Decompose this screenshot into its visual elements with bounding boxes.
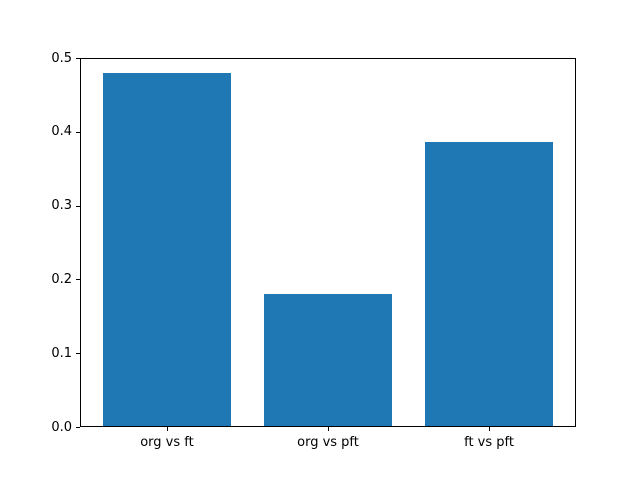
y-tick-label: 0.3 [51,198,72,214]
y-tick-mark [76,279,80,281]
y-tick-label: 0.5 [51,50,72,66]
plot-area [80,58,576,427]
x-tick-mark [489,427,491,431]
y-tick-mark [76,353,80,355]
x-tick-label: org vs pft [297,435,359,450]
bar-org-vs-pft [263,293,393,426]
y-tick-label: 0.1 [51,345,72,361]
x-tick-label: org vs ft [140,435,194,450]
bar-org-vs-ft [102,73,232,426]
bar-ft-vs-pft [424,141,554,426]
y-tick-label: 0.0 [51,419,72,435]
x-tick-label: ft vs pft [464,435,514,450]
y-tick-label: 0.4 [51,124,72,140]
y-tick-mark [76,205,80,207]
y-tick-mark [76,58,80,59]
y-tick-mark [76,427,80,428]
y-tick-mark [76,131,80,133]
y-tick-label: 0.2 [51,271,72,287]
x-tick-mark [328,427,329,431]
x-tick-mark [166,427,168,431]
